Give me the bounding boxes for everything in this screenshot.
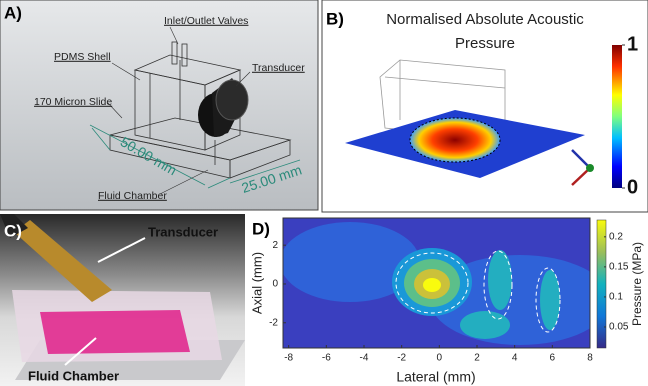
- colorbar-tick-label: 0.05: [609, 322, 629, 333]
- y-tick-label: 2: [272, 240, 278, 251]
- panel-label: D): [252, 219, 270, 238]
- x-tick-label: -2: [397, 353, 406, 364]
- colorbar-label: Pressure (MPa): [630, 242, 644, 326]
- annotation: PDMS Shell: [54, 51, 111, 63]
- x-tick-label: 4: [512, 353, 518, 364]
- contour-field: [280, 218, 610, 348]
- panel-label: A): [4, 3, 22, 22]
- annotation: Fluid Chamber: [98, 190, 167, 202]
- annotation: Transducer: [148, 224, 218, 239]
- x-axis-label: Lateral (mm): [396, 369, 475, 385]
- colorbar-tick-label: 0.1: [609, 292, 623, 303]
- colorbar: [612, 45, 622, 188]
- panel-c: C) Transducer Fluid Chamber: [0, 214, 245, 386]
- y-tick-label: 0: [272, 279, 278, 290]
- x-tick-label: 6: [550, 353, 556, 364]
- panel-d: D) Lateral (mm) Axial (mm) Pressure (MPa…: [248, 214, 648, 386]
- annotation: Transducer: [252, 62, 305, 74]
- x-tick-label: -4: [360, 353, 369, 364]
- x-tick-label: 8: [587, 353, 593, 364]
- panel-a: A) Inlet/Outlet Valves PDMS Shell Transd…: [0, 0, 318, 210]
- annotation: Fluid Chamber: [28, 368, 119, 383]
- panel-b: B) Normalised Absolute Acoustic Pressure…: [322, 0, 648, 212]
- fluid-chamber: [40, 310, 190, 354]
- x-tick-label: -6: [322, 353, 331, 364]
- panel-title: Normalised Absolute Acoustic: [386, 11, 584, 28]
- y-tick-label: -2: [269, 317, 278, 328]
- annotation: Inlet/Outlet Valves: [164, 15, 248, 27]
- panel-title: Pressure: [455, 35, 515, 52]
- x-tick-label: -8: [284, 353, 293, 364]
- x-tick-label: 0: [437, 353, 443, 364]
- colorbar-tick-label: 0.2: [609, 231, 623, 242]
- colorbar-tick-label: 0: [627, 176, 638, 198]
- colorbar: [597, 220, 606, 348]
- annotation: 170 Micron Slide: [34, 96, 112, 108]
- panel-label: C): [4, 221, 22, 240]
- figure: A) Inlet/Outlet Valves PDMS Shell Transd…: [0, 0, 648, 386]
- y-axis-label: Axial (mm): [249, 252, 264, 314]
- panel-label: B): [326, 9, 344, 28]
- colorbar-tick-label: 0.15: [609, 262, 629, 273]
- x-tick-label: 2: [474, 353, 480, 364]
- panel-b-bg: [322, 0, 648, 212]
- colorbar-tick-label: 1: [627, 33, 638, 55]
